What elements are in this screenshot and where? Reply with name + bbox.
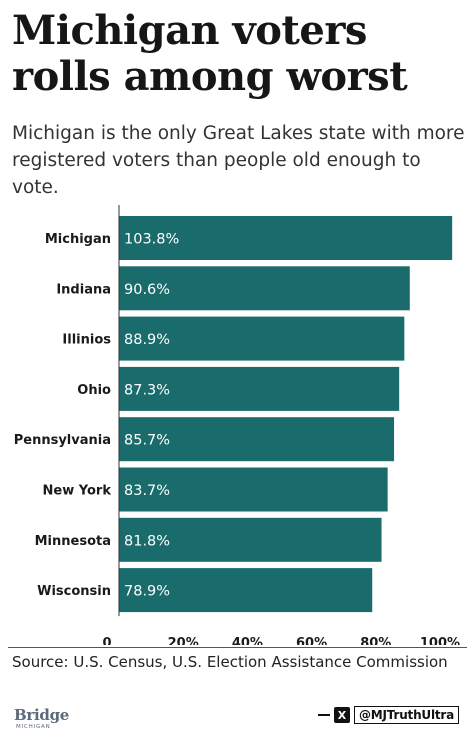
bar xyxy=(119,366,400,411)
source-note: Source: U.S. Census, U.S. Election Assis… xyxy=(12,653,448,671)
bridge-michigan-logo: Bridge MICHIGAN xyxy=(14,706,86,734)
category-label: Wisconsin xyxy=(37,584,111,599)
category-label: Pennsylvania xyxy=(14,433,111,448)
x-tick-label: 0 xyxy=(102,636,111,645)
data-label: 87.3% xyxy=(124,382,170,398)
bar xyxy=(119,467,388,512)
page-title: Michigan voters rolls among worst xyxy=(12,7,408,100)
category-label: Minnesota xyxy=(35,534,111,549)
bar xyxy=(119,316,405,361)
logo-subtext: MICHIGAN xyxy=(16,724,51,730)
data-label: 81.8% xyxy=(124,533,170,549)
x-tick-label: 20% xyxy=(168,636,199,645)
data-label: 85.7% xyxy=(124,433,170,449)
category-label: Michigan xyxy=(45,232,111,247)
category-label: Illinios xyxy=(62,333,111,348)
social-handle: @MJTruthUltra xyxy=(354,706,460,724)
page-subtitle: Michigan is the only Great Lakes state w… xyxy=(12,123,465,198)
data-label: 83.7% xyxy=(124,483,170,499)
data-label: 103.8% xyxy=(124,232,179,248)
watermark-dash xyxy=(318,714,330,716)
social-watermark: X @MJTruthUltra xyxy=(318,704,460,726)
x-tick-label: 100% xyxy=(420,636,460,645)
category-label: New York xyxy=(43,484,112,499)
category-label: Ohio xyxy=(77,383,111,398)
x-icon: X xyxy=(334,707,350,723)
bar-chart: Michigan 103.8% Indiana 90.6% Illinios 88.9% O… xyxy=(14,205,460,645)
bar xyxy=(119,417,395,462)
footer-divider xyxy=(8,647,467,648)
bar xyxy=(119,266,410,311)
bar xyxy=(119,517,382,562)
x-tick-label: 80% xyxy=(360,636,391,645)
data-label: 90.6% xyxy=(124,282,170,298)
category-label: Indiana xyxy=(56,282,111,297)
logo-name: Bridge xyxy=(14,706,69,724)
x-tick-label: 40% xyxy=(232,636,263,645)
data-label: 88.9% xyxy=(124,332,170,348)
bar xyxy=(119,568,373,613)
bar xyxy=(119,216,453,260)
data-label: 78.9% xyxy=(124,584,170,600)
x-tick-label: 60% xyxy=(296,636,327,645)
